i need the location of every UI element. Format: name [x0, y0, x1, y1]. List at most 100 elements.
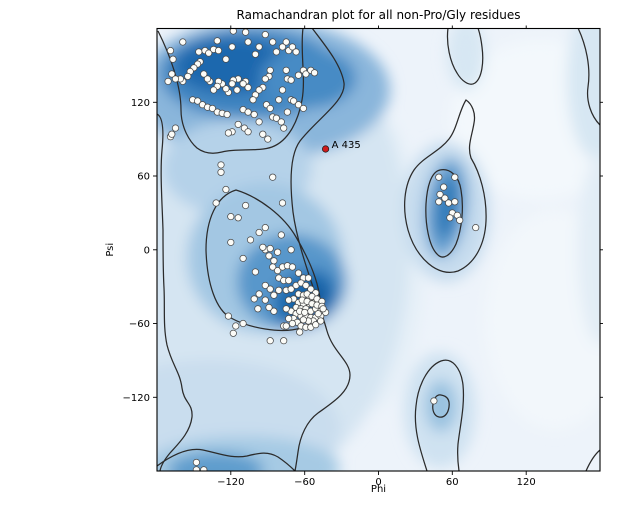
residue-point — [294, 269, 303, 277]
residue-point — [288, 263, 296, 271]
residue-point — [296, 328, 304, 336]
residue-point — [266, 104, 274, 112]
highlight-point-marker — [322, 145, 330, 153]
residue-point — [255, 86, 263, 94]
residue-point — [266, 285, 274, 293]
y-tick-label: 0 — [144, 245, 150, 256]
residue-point — [261, 75, 269, 83]
residue-point — [223, 110, 231, 119]
residue-point — [266, 66, 274, 74]
residue-point — [282, 38, 290, 46]
residue-point — [222, 55, 230, 63]
residue-point — [299, 316, 307, 324]
axis-tick-labels: −120 −60 0 60 120 120 60 0 −60 −120 — [123, 98, 536, 488]
residue-point — [249, 96, 257, 104]
residue-point — [192, 466, 200, 471]
density-blob — [578, 155, 600, 345]
residue-point — [277, 118, 285, 126]
residue-point — [255, 43, 263, 51]
contour-line — [157, 28, 305, 154]
residue-point — [169, 55, 177, 63]
residue-point — [251, 50, 259, 58]
residue-point — [264, 135, 272, 143]
residue-point — [210, 86, 218, 94]
contour-line — [414, 359, 465, 471]
density-blob — [450, 40, 600, 200]
residue-point — [290, 97, 298, 105]
residue-point — [266, 337, 274, 345]
contour-line — [585, 449, 600, 471]
residue-point — [251, 268, 259, 276]
highlight-point-label: A 435 — [332, 140, 361, 151]
residue-point — [246, 236, 255, 244]
residue-point — [445, 199, 453, 207]
residue-point — [224, 129, 232, 137]
residue-point — [194, 97, 202, 105]
residue-point — [270, 291, 278, 299]
residue-point — [301, 308, 309, 316]
residue-point — [265, 303, 273, 312]
residue-point — [446, 214, 454, 222]
x-tick-label: −60 — [294, 477, 315, 488]
residue-point — [233, 86, 241, 94]
residue-point — [208, 104, 216, 112]
residue-point — [214, 47, 223, 55]
residue-point — [430, 397, 438, 405]
y-axis-label: Psi — [105, 243, 116, 257]
residue-point — [456, 216, 464, 224]
residue-point — [227, 238, 235, 246]
residue-point — [255, 228, 263, 237]
residue-point — [217, 161, 225, 169]
y-tick-label: 60 — [137, 172, 150, 183]
plot-title: Ramachandran plot for all non-Pro/Gly re… — [237, 8, 521, 22]
residue-point — [278, 43, 287, 51]
residue-point — [261, 31, 269, 39]
residue-point — [282, 305, 290, 313]
y-tick-label: −120 — [123, 393, 150, 404]
residue-point — [250, 110, 258, 119]
x-tick-label: 0 — [375, 477, 381, 488]
residue-point — [168, 70, 176, 78]
x-axis-label: Phi — [371, 484, 386, 495]
residue-point — [282, 322, 290, 330]
residue-point — [314, 310, 322, 318]
residue-point — [266, 244, 274, 253]
residue-point — [234, 120, 242, 128]
residue-point — [451, 198, 459, 206]
residue-point — [244, 128, 252, 136]
residue-point — [254, 305, 262, 313]
density-blob — [567, 28, 600, 160]
residue-point — [319, 305, 327, 313]
residue-point — [278, 199, 287, 207]
residue-point — [244, 38, 252, 46]
residue-point — [244, 83, 252, 92]
residue-point — [278, 86, 287, 94]
residue-point — [164, 77, 172, 85]
residue-point — [280, 124, 288, 132]
residue-point — [217, 168, 225, 176]
residue-points — [164, 28, 480, 471]
residue-point — [280, 337, 288, 345]
residue-point — [435, 198, 443, 206]
residue-point — [228, 80, 236, 88]
residue-point — [166, 47, 175, 55]
residue-point — [244, 108, 252, 116]
residue-point — [184, 72, 192, 80]
residue-point — [227, 213, 235, 221]
residue-point — [265, 252, 273, 260]
density-blob — [485, 210, 600, 430]
residue-point — [285, 296, 293, 304]
residue-point — [242, 201, 250, 210]
residue-point — [317, 317, 325, 325]
x-tick-label: 120 — [517, 477, 536, 488]
residue-point — [277, 231, 285, 239]
residue-point — [287, 285, 295, 293]
residue-point — [275, 96, 283, 104]
residue-point — [269, 38, 277, 46]
residue-point — [205, 49, 213, 57]
residue-point — [259, 130, 267, 138]
contour-line — [446, 28, 484, 85]
residue-point — [274, 267, 282, 275]
highlighted-residue: A 435 — [322, 140, 361, 153]
